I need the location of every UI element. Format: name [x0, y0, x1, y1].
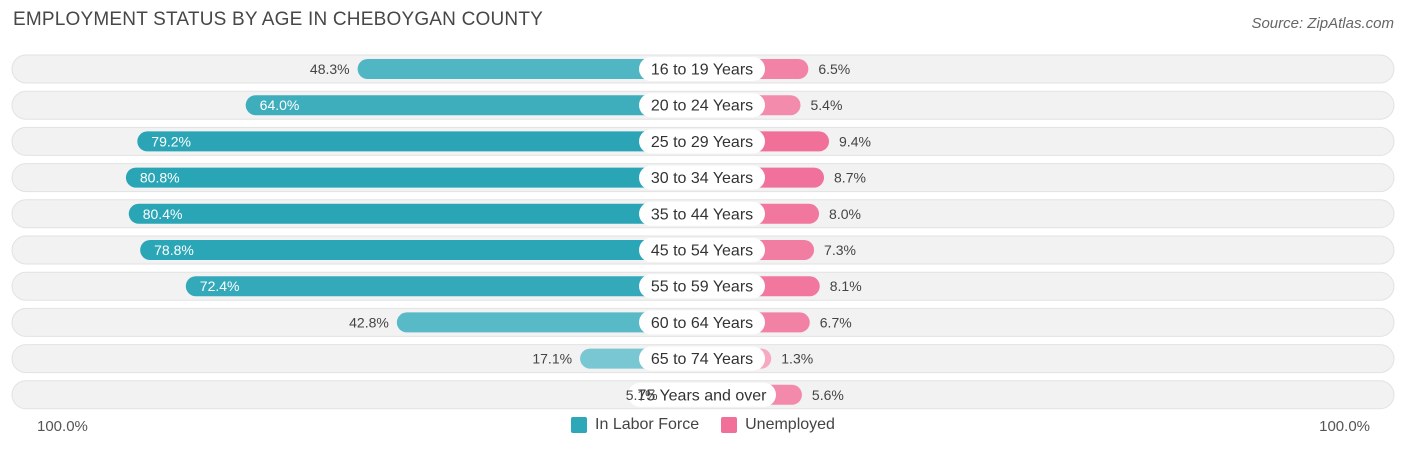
- category-label-background: [639, 201, 765, 226]
- legend-label-unemployed: Unemployed: [745, 416, 835, 433]
- labor-force-bar: [396, 312, 702, 333]
- unemployed-value-label: 7.3%: [824, 242, 856, 258]
- legend-item-unemployed[interactable]: Unemployed: [721, 416, 835, 434]
- labor-force-value-label: 79.2%: [151, 133, 191, 149]
- labor-force-bar: [357, 59, 702, 79]
- unemployed-value-label: 8.1%: [830, 278, 862, 294]
- labor-force-value-label: 72.4%: [200, 278, 240, 294]
- category-label-background: [639, 346, 765, 371]
- labor-force-value-label: 17.1%: [532, 351, 572, 367]
- category-label: 30 to 34 Years: [651, 170, 753, 187]
- labor-force-value-label: 80.8%: [140, 170, 180, 186]
- labor-force-bar: [185, 276, 703, 297]
- category-label-background: [639, 57, 765, 81]
- category-label-background: [639, 274, 765, 299]
- unemployed-value-label: 8.7%: [834, 170, 866, 186]
- unemployed-value-label: 5.6%: [812, 387, 844, 403]
- axis-right-label: 100.0%: [1319, 418, 1370, 435]
- category-label: 20 to 24 Years: [651, 98, 753, 115]
- labor-force-value-label: 48.3%: [310, 61, 350, 77]
- unemployed-value-label: 6.5%: [818, 61, 850, 77]
- unemployed-value-label: 5.4%: [811, 97, 843, 113]
- unemployed-value-label: 6.7%: [820, 314, 852, 330]
- labor-force-swatch: [571, 417, 588, 433]
- category-label-background: [639, 310, 765, 335]
- category-label-background: [639, 238, 765, 262]
- chart-title: EMPLOYMENT STATUS BY AGE IN CHEBOYGAN CO…: [13, 9, 543, 30]
- labor-force-bar: [140, 240, 702, 260]
- labor-force-bar: [137, 131, 702, 152]
- labor-force-bar: [125, 167, 703, 188]
- unemployed-swatch: [721, 417, 738, 433]
- category-label: 35 to 44 Years: [651, 206, 753, 223]
- unemployed-value-label: 8.0%: [829, 206, 861, 222]
- labor-force-bar: [245, 95, 702, 116]
- category-label: 55 to 59 Years: [651, 279, 753, 296]
- labor-force-value-label: 64.0%: [260, 97, 300, 113]
- legend: In Labor Force Unemployed: [0, 416, 1406, 434]
- category-label: 25 to 29 Years: [651, 134, 753, 151]
- category-label-background: [628, 382, 776, 407]
- category-label: 16 to 19 Years: [651, 62, 753, 79]
- legend-item-labor-force[interactable]: In Labor Force: [571, 416, 699, 434]
- unemployed-value-label: 1.3%: [781, 351, 813, 367]
- category-label: 45 to 54 Years: [651, 243, 753, 260]
- labor-force-value-label: 78.8%: [154, 242, 194, 258]
- source-label: Source: ZipAtlas.com: [1251, 15, 1394, 32]
- category-label-background: [639, 129, 765, 154]
- labor-force-value-label: 42.8%: [349, 314, 389, 330]
- labor-force-value-label: 5.1%: [626, 387, 658, 403]
- legend-label-labor-force: In Labor Force: [595, 416, 700, 433]
- category-label-background: [639, 93, 765, 118]
- category-label: 75 Years and over: [638, 387, 768, 404]
- category-label: 60 to 64 Years: [651, 315, 753, 332]
- labor-force-value-label: 80.4%: [143, 206, 183, 222]
- axis-left-label: 100.0%: [37, 418, 88, 435]
- category-label-background: [639, 165, 765, 190]
- unemployed-value-label: 9.4%: [839, 133, 871, 149]
- category-label: 65 to 74 Years: [651, 351, 753, 368]
- labor-force-bar: [128, 203, 703, 224]
